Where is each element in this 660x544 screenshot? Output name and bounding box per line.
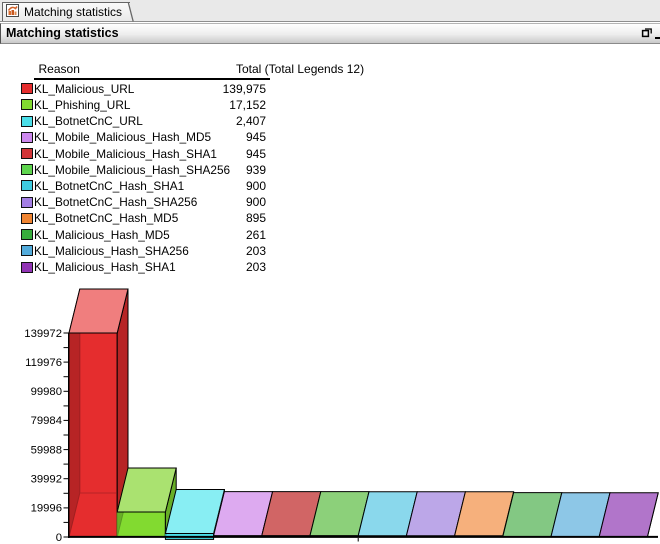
svg-text:59988: 59988	[31, 444, 62, 456]
svg-text:39992: 39992	[31, 474, 62, 486]
svg-text:19996: 19996	[31, 503, 62, 515]
svg-text:79984: 79984	[31, 415, 62, 427]
svg-text:0: 0	[56, 532, 62, 544]
svg-text:139972: 139972	[24, 328, 62, 340]
svg-text:99980: 99980	[31, 386, 62, 398]
svg-text:119976: 119976	[25, 357, 62, 369]
